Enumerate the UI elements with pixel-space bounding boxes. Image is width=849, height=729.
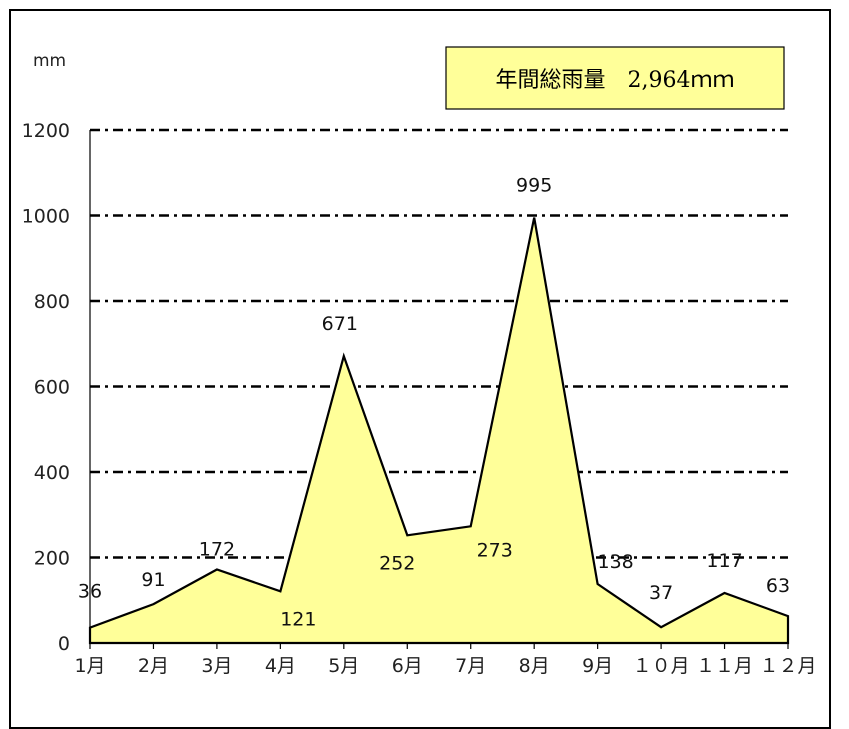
data-label-8: 995	[516, 175, 552, 197]
y-axis-ticks: 0 200 400 600 800 1000 1200	[22, 120, 70, 655]
data-label-1: 36	[78, 581, 102, 603]
x-tick-9: 9月	[582, 655, 613, 677]
data-label-3: 172	[199, 538, 235, 560]
data-label-10: 37	[649, 582, 673, 604]
x-tick-4: 4月	[265, 655, 296, 677]
data-label-12: 63	[766, 575, 790, 597]
annual-total-label: 年間総雨量 2,964ｍｍ	[496, 68, 735, 93]
annual-total-box	[445, 46, 785, 110]
data-label-9: 138	[598, 551, 634, 573]
data-label-11: 117	[706, 550, 742, 572]
x-tick-12: １２月	[759, 655, 816, 677]
y-tick-200: 200	[34, 548, 70, 570]
grid-lines	[90, 128, 788, 559]
data-label-5: 671	[322, 313, 358, 335]
x-tick-10: １０月	[633, 655, 690, 677]
data-label-4: 121	[280, 608, 316, 630]
data-label-2: 91	[141, 569, 165, 591]
y-tick-600: 600	[34, 377, 70, 399]
x-tick-2: 2月	[138, 655, 169, 677]
y-tick-400: 400	[34, 462, 70, 484]
x-tick-1: 1月	[74, 655, 105, 677]
y-tick-0: 0	[58, 633, 70, 655]
x-tick-11: １１月	[696, 655, 753, 677]
y-unit-label: mm	[33, 51, 66, 71]
data-label-7: 273	[477, 539, 513, 561]
y-tick-800: 800	[34, 291, 70, 313]
y-tick-1000: 1000	[22, 206, 70, 228]
rainfall-area	[88, 217, 790, 645]
data-label-6: 252	[379, 552, 415, 574]
rainfall-chart: mm 0 200 400 600 800 1000 1200 1月 2月 3月 4月 5月 6月 7月 8…	[22, 46, 817, 677]
x-tick-5: 5月	[328, 655, 359, 677]
x-axis-ticks: 1月 2月 3月 4月 5月 6月 7月 8月 9月 １０月 １１月 １２月	[74, 643, 817, 677]
x-tick-3: 3月	[201, 655, 232, 677]
x-tick-6: 6月	[392, 655, 423, 677]
x-tick-8: 8月	[519, 655, 550, 677]
data-labels: 36 91 172 121 671 252 273 995 138 37 117 63	[78, 175, 790, 631]
y-tick-1200: 1200	[22, 120, 70, 142]
x-tick-7: 7月	[455, 655, 486, 677]
